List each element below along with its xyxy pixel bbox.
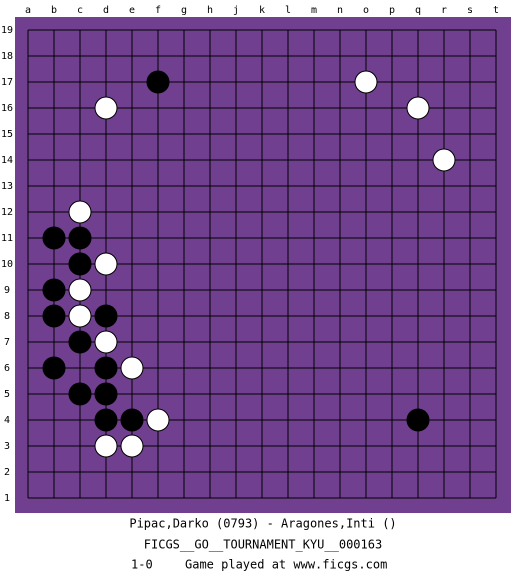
- row-label: 14: [1, 155, 13, 166]
- players: Pipac,Darko (0793) - Aragones,Inti (): [129, 517, 396, 531]
- column-label: p: [389, 5, 395, 16]
- row-label: 3: [4, 441, 10, 452]
- row-label: 8: [4, 311, 10, 322]
- white-stone: [120, 434, 144, 458]
- white-stone: [432, 148, 456, 172]
- black-stone: [68, 252, 92, 276]
- black-stone: [94, 356, 118, 380]
- white-stone: [68, 304, 92, 328]
- white-stone: [94, 96, 118, 120]
- row-label: 13: [1, 181, 13, 192]
- result: 1-0: [131, 558, 153, 572]
- white-stone: [354, 70, 378, 94]
- black-stone: [94, 382, 118, 406]
- column-label: e: [129, 5, 135, 16]
- column-label: n: [337, 5, 343, 16]
- black-stone: [68, 226, 92, 250]
- column-label: q: [415, 5, 421, 16]
- black-stone: [94, 304, 118, 328]
- row-label: 17: [1, 77, 13, 88]
- column-label: b: [51, 5, 57, 16]
- white-stone: [94, 330, 118, 354]
- white-stone: [68, 200, 92, 224]
- white-stone: [406, 96, 430, 120]
- white-stone: [146, 408, 170, 432]
- black-stone: [42, 278, 66, 302]
- black-stone: [406, 408, 430, 432]
- row-label: 9: [4, 285, 10, 296]
- column-label: f: [155, 5, 161, 16]
- row-label: 10: [1, 259, 13, 270]
- column-label: k: [259, 5, 265, 16]
- column-label: g: [181, 5, 187, 16]
- column-label: t: [493, 5, 499, 16]
- black-stone: [42, 356, 66, 380]
- column-label: d: [103, 5, 109, 16]
- site: Game played at www.ficgs.com: [185, 558, 387, 572]
- column-label: s: [467, 5, 473, 16]
- row-label: 5: [4, 389, 10, 400]
- row-label: 11: [1, 233, 13, 244]
- black-stone: [42, 304, 66, 328]
- black-stone: [94, 408, 118, 432]
- row-label: 16: [1, 103, 13, 114]
- row-label: 18: [1, 51, 13, 62]
- row-label: 12: [1, 207, 13, 218]
- black-stone: [120, 408, 144, 432]
- column-label: o: [363, 5, 369, 16]
- column-label: l: [285, 5, 291, 16]
- column-label: h: [207, 5, 213, 16]
- white-stone: [120, 356, 144, 380]
- column-label: m: [311, 5, 317, 16]
- column-label: c: [77, 5, 83, 16]
- row-label: 6: [4, 363, 10, 374]
- row-label: 15: [1, 129, 13, 140]
- column-label: a: [25, 5, 31, 16]
- row-label: 1: [4, 493, 10, 504]
- black-stone: [68, 382, 92, 406]
- row-label: 4: [4, 415, 10, 426]
- row-label: 19: [1, 25, 13, 36]
- row-label: 7: [4, 337, 10, 348]
- black-stone: [68, 330, 92, 354]
- event: FICGS__GO__TOURNAMENT_KYU__000163: [144, 538, 382, 552]
- black-stone: [42, 226, 66, 250]
- white-stone: [94, 252, 118, 276]
- column-label: r: [441, 5, 447, 16]
- white-stone: [68, 278, 92, 302]
- column-label: j: [233, 5, 239, 16]
- black-stone: [146, 70, 170, 94]
- white-stone: [94, 434, 118, 458]
- row-label: 2: [4, 467, 10, 478]
